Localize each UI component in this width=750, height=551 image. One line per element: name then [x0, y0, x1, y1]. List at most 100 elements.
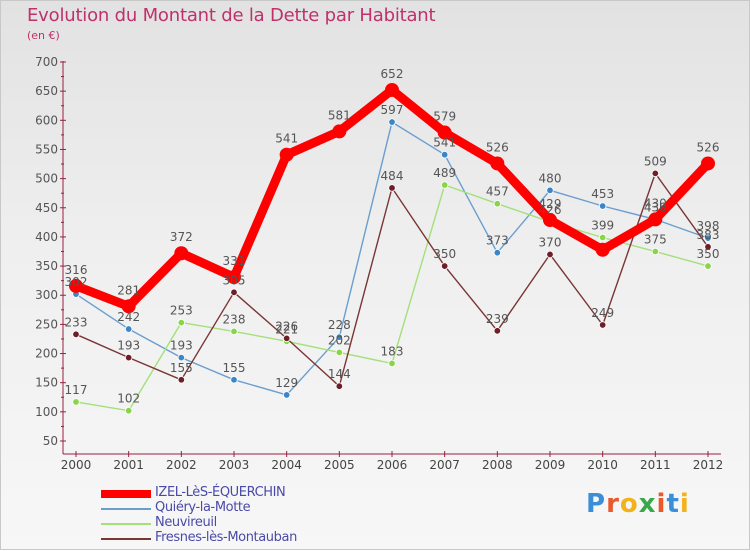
data-label: 372: [170, 230, 193, 244]
y-tick-label: 150: [35, 376, 58, 390]
data-label: 370: [539, 235, 562, 249]
data-label: 489: [433, 166, 456, 180]
data-point: [440, 262, 449, 270]
data-point: [493, 199, 502, 208]
logo-letter: P: [586, 489, 607, 519]
data-point: [72, 398, 80, 406]
data-point: [704, 243, 712, 251]
data-label: 541: [433, 136, 456, 150]
data-label: 597: [381, 103, 404, 117]
data-label: 429: [539, 197, 562, 211]
data-point: [490, 156, 505, 171]
data-label: 430: [644, 200, 667, 214]
x-tick-label: 2010: [587, 458, 618, 472]
data-point: [598, 321, 607, 329]
data-point: [598, 233, 607, 242]
proxiti-logo: Proxiti: [586, 489, 690, 519]
chart-subtitle: (en €): [27, 29, 60, 42]
data-label: 253: [170, 304, 193, 318]
y-tick-label: 600: [35, 113, 58, 127]
data-label: 302: [65, 275, 88, 289]
logo-letter: t: [666, 489, 680, 519]
data-label: 144: [328, 367, 351, 381]
data-label: 509: [644, 154, 667, 168]
data-label: 526: [486, 140, 509, 154]
data-point: [648, 212, 663, 227]
legend-swatch: [101, 523, 151, 525]
x-tick-label: 2009: [535, 458, 566, 472]
x-tick-label: 2002: [166, 458, 197, 472]
logo-letter: i: [656, 489, 667, 519]
data-label: 239: [486, 312, 509, 326]
data-label: 193: [117, 339, 140, 353]
data-point: [124, 406, 133, 415]
data-point: [230, 288, 238, 297]
data-point: [388, 184, 396, 192]
data-label: 350: [433, 247, 456, 261]
data-point: [440, 181, 449, 189]
data-label: 228: [328, 318, 351, 332]
logo-letter: x: [638, 489, 657, 519]
x-tick-label: 2000: [61, 458, 92, 472]
data-point: [701, 156, 715, 171]
x-tick-label: 2004: [271, 458, 302, 472]
data-point: [546, 186, 554, 194]
y-tick-label: 700: [35, 55, 58, 69]
data-point: [69, 278, 83, 293]
data-point: [177, 353, 186, 362]
data-label: 480: [539, 171, 562, 185]
data-label: 249: [591, 306, 614, 320]
data-label: 457: [486, 185, 509, 199]
data-point: [651, 169, 660, 178]
y-tick-label: 500: [35, 172, 58, 186]
data-label: 155: [223, 361, 246, 375]
legend-swatch: [101, 490, 151, 498]
data-point: [704, 234, 712, 242]
data-point: [124, 353, 133, 362]
data-point: [335, 348, 344, 357]
data-point: [651, 247, 660, 256]
data-point: [388, 118, 396, 126]
x-tick-label: 2003: [219, 458, 250, 472]
y-tick-label: 100: [35, 405, 58, 419]
data-label: 373: [486, 234, 509, 248]
data-point: [230, 327, 238, 336]
data-label: 652: [381, 67, 404, 81]
y-tick-label: 400: [35, 230, 58, 244]
data-label: 579: [433, 110, 456, 124]
data-label: 430: [644, 196, 667, 210]
data-label: 375: [644, 233, 667, 247]
y-tick-label: 250: [35, 317, 58, 331]
data-label: 305: [223, 273, 246, 287]
data-point: [174, 246, 189, 261]
data-label: 281: [117, 283, 140, 297]
data-label: 183: [381, 344, 404, 358]
y-tick-label: 300: [35, 288, 58, 302]
legend-label: Fresnes-lès-Montauban: [155, 530, 297, 545]
data-label: 233: [65, 315, 88, 329]
data-point: [388, 359, 396, 368]
data-label: 129: [275, 376, 298, 390]
data-point: [124, 325, 133, 333]
y-tick-label: 650: [35, 84, 58, 98]
data-label: 155: [170, 361, 193, 375]
data-point: [335, 382, 344, 390]
x-tick-label: 2006: [377, 458, 408, 472]
data-point: [385, 82, 399, 97]
x-tick-label: 2001: [113, 458, 144, 472]
legend-swatch: [101, 508, 151, 510]
x-tick-label: 2005: [324, 458, 355, 472]
data-point: [177, 318, 186, 327]
logo-letter: r: [606, 489, 620, 519]
data-label: 526: [697, 140, 720, 154]
data-point: [227, 270, 241, 285]
data-label: 484: [381, 169, 404, 183]
data-label: 238: [223, 312, 246, 326]
data-label: 581: [328, 108, 351, 122]
logo-letter: i: [679, 489, 690, 519]
data-label: 453: [591, 187, 614, 201]
x-tick-label: 2012: [693, 458, 724, 472]
y-tick-label: 50: [43, 434, 58, 448]
